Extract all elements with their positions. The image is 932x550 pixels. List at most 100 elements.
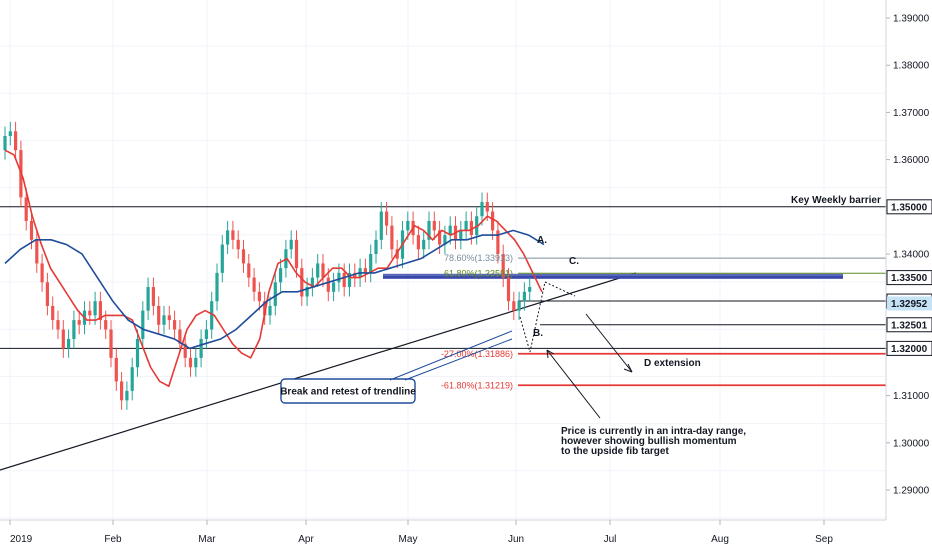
candle-body: [385, 211, 389, 226]
candle-body: [109, 329, 113, 358]
candle-body: [443, 235, 447, 245]
candle-body: [496, 230, 500, 254]
time-tick-label: Mar: [198, 534, 216, 545]
note-text-line: Price is currently in an intra-day range…: [561, 426, 746, 437]
candle-body: [204, 329, 208, 339]
candle-body: [220, 244, 224, 273]
candle-body: [464, 220, 468, 231]
candle-body: [88, 310, 92, 316]
fib-label: -27.00%(1.31886): [441, 349, 513, 359]
candle-body: [469, 220, 473, 236]
candle-body: [337, 272, 341, 283]
time-axis[interactable]: 2019 Feb Mar Apr May Jun Jul Aug Sep: [0, 519, 886, 545]
candle-body: [8, 131, 12, 136]
price-level-box: [886, 317, 932, 333]
trend-lines: [0, 272, 637, 471]
break-retest-box: [280, 378, 416, 404]
candle-body: [162, 315, 166, 325]
candle-body: [67, 338, 71, 349]
candle-body: [528, 287, 532, 292]
candle-body: [247, 263, 251, 278]
candle-body: [120, 381, 124, 401]
price-level-label: 1.35000: [891, 202, 928, 213]
candle-body: [448, 225, 452, 236]
point-c-label: C.: [569, 256, 579, 267]
candle-body: [485, 202, 489, 212]
callout-pointer-2: [404, 338, 513, 381]
candle-body: [273, 282, 277, 306]
annotations: Key Weekly barrier A. B. C. D extension Break…: [280, 195, 881, 457]
price-tick-label: 1.34000: [893, 250, 930, 261]
candle-body: [141, 310, 145, 339]
candle-body: [501, 254, 505, 278]
price-level-box: [886, 199, 932, 215]
candle-body: [294, 239, 299, 269]
moving-averages: [4, 149, 545, 388]
price-tick-label: 1.29000: [893, 486, 930, 497]
candle-body: [517, 301, 521, 311]
rising-trendline: [0, 272, 637, 471]
time-tick-label: Apr: [298, 534, 314, 545]
d-extension-label: D extension: [644, 358, 701, 369]
price-level-label: 1.32000: [891, 344, 928, 355]
price-tick-label: 1.39000: [893, 14, 930, 25]
candle-body: [226, 230, 230, 245]
price-level-label: 1.32501: [891, 320, 928, 331]
callout-pointer-1: [389, 330, 513, 381]
price-level-box: [886, 340, 932, 356]
candle-body: [215, 272, 219, 302]
candle-body: [35, 239, 39, 264]
candle-body: [432, 220, 436, 231]
candle-body: [178, 329, 182, 344]
candle-body: [183, 343, 187, 358]
arrowhead: [623, 368, 633, 373]
candle-body: [167, 315, 171, 321]
point-b-label: B.: [533, 328, 543, 339]
time-tick-label: Aug: [711, 534, 729, 545]
candle-body: [406, 220, 410, 231]
plot-area[interactable]: 78.60%(1.33913) 61.80%(1.33591) -27.00%(1.…: [0, 121, 886, 471]
candle-body: [459, 230, 463, 240]
break-retest-label: Break and retest of trendline: [280, 387, 416, 398]
time-tick-label: Jun: [508, 534, 524, 545]
candle-body: [241, 249, 246, 264]
candle-body: [93, 301, 97, 316]
price-axis[interactable]: 1.39000 1.38000 1.37000 1.36000 1.35000 1.340…: [885, 0, 932, 520]
candle-body: [252, 277, 256, 292]
candle-body: [438, 230, 442, 245]
candle-body: [321, 263, 325, 278]
candle-body: [374, 239, 378, 254]
candle-body: [135, 338, 140, 368]
candle-body: [72, 320, 76, 339]
candle-body: [40, 263, 44, 283]
candle-body: [279, 268, 283, 283]
candle-body: [210, 301, 214, 330]
candle-body: [125, 390, 129, 401]
note-arrow: [546, 349, 601, 419]
price-level-box: [887, 296, 932, 311]
horizontal-levels: [0, 206, 886, 349]
candle-body: [77, 320, 81, 325]
candle-body: [14, 131, 18, 151]
candle-body: [257, 291, 261, 302]
candle-body: [512, 301, 516, 311]
candle-body: [506, 277, 511, 302]
price-tick-label: 1.36000: [893, 155, 930, 166]
candle-body: [491, 211, 495, 231]
candle-body: [427, 220, 431, 240]
candle-body: [194, 357, 198, 368]
price-tick-label: 1.30000: [893, 438, 930, 449]
price-tick-label: 1.37000: [893, 108, 930, 119]
candle-body: [173, 320, 177, 330]
point-a-label: A.: [537, 235, 547, 246]
price-tick-label: 1.38000: [893, 61, 930, 72]
candle-body: [316, 263, 320, 278]
price-level-box: [886, 270, 932, 286]
price-level-label: 1.32952: [891, 299, 928, 310]
candle-body: [199, 338, 203, 358]
price-level-label: 1.33500: [891, 273, 928, 284]
candle-body: [114, 357, 118, 382]
candle-body: [151, 287, 155, 306]
arrowhead: [627, 363, 633, 373]
note-text-line: however showing bullish momentum: [561, 436, 737, 447]
